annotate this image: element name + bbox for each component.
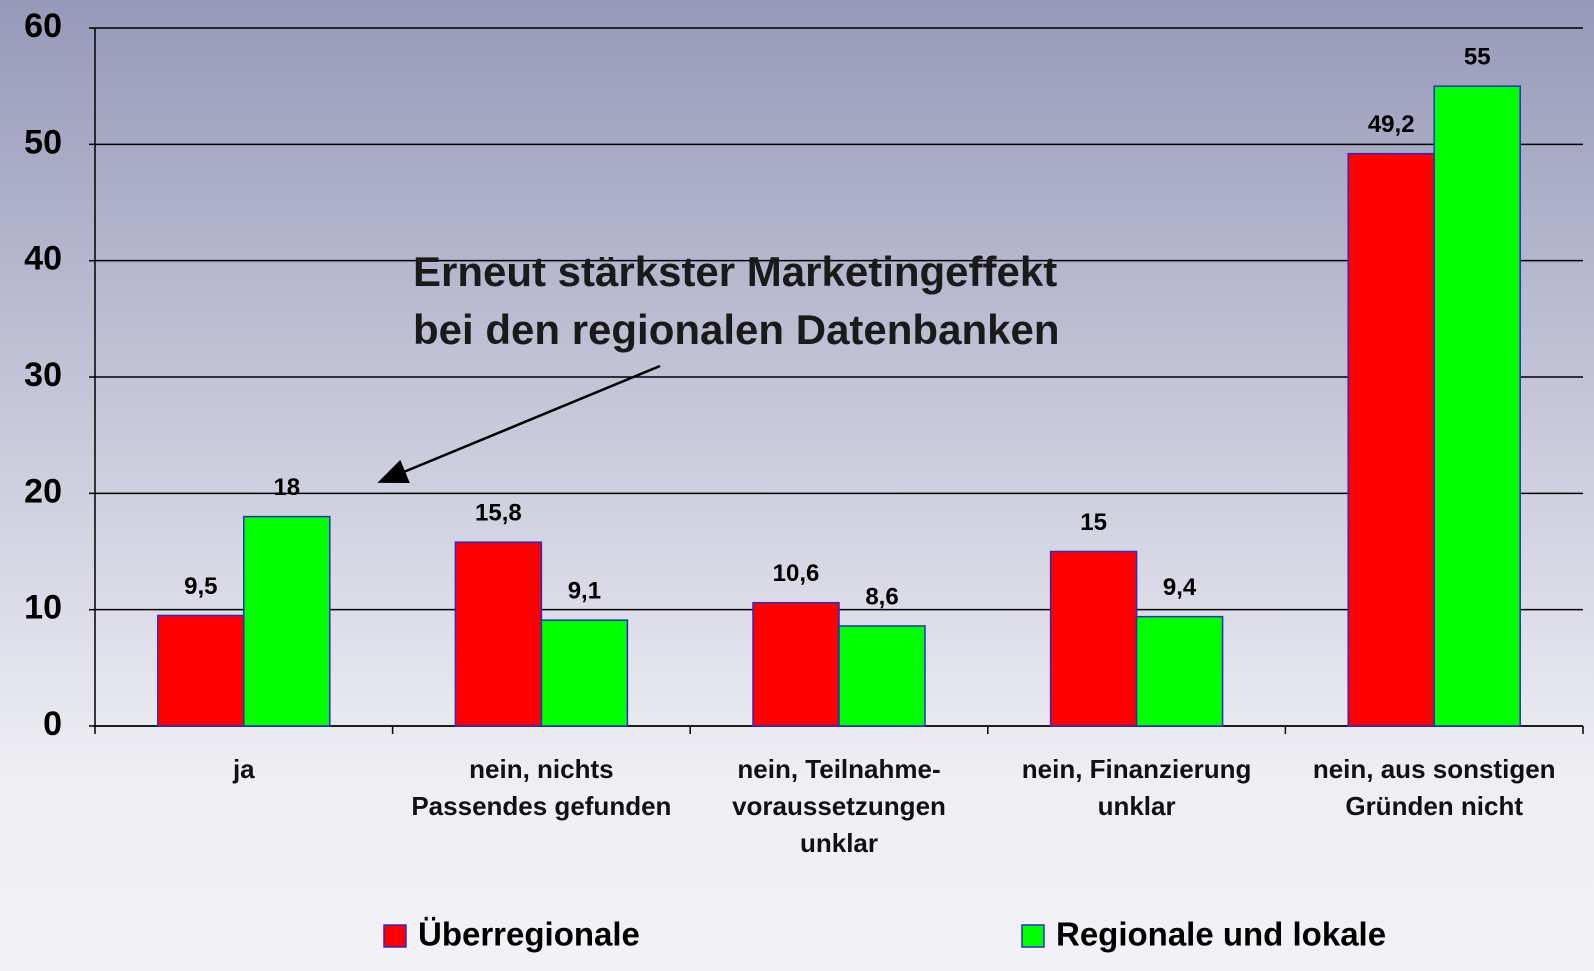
bar: [157, 614, 245, 727]
bar: [1433, 85, 1521, 727]
x-tick-label: nein, Teilnahme- voraussetzungen unklar: [732, 754, 946, 858]
value-label: 9,4: [1163, 574, 1197, 601]
y-tick-label: 50: [24, 123, 62, 161]
x-tick-label: nein, nichts Passendes gefunden: [411, 754, 672, 821]
bar: [1347, 152, 1435, 727]
value-label: 9,5: [184, 573, 217, 600]
annotation-arrow: [377, 364, 661, 483]
y-tick-label: 60: [24, 7, 62, 45]
legend-label: Regionale und lokale: [1056, 916, 1386, 953]
value-label: 18: [273, 474, 300, 501]
x-tick-label: nein, Finanzierung unklar: [1021, 754, 1252, 821]
value-label: 10,6: [773, 560, 820, 587]
bar: [540, 619, 629, 727]
value-label: 8,6: [865, 583, 898, 610]
value-label: 15,8: [475, 500, 522, 527]
y-tick-label: 40: [24, 240, 62, 278]
legend-swatch: [1021, 924, 1045, 948]
y-tick-label: 30: [24, 356, 62, 394]
y-tick-label: 10: [24, 589, 62, 627]
x-tick-label: nein, aus sonstigen Gründen nicht: [1312, 754, 1556, 821]
annotation: Erneut stärkster Marketingeffekt bei den…: [413, 248, 1060, 353]
value-label: 15: [1080, 509, 1107, 536]
x-tick-label: ja: [232, 754, 255, 784]
value-label: 9,1: [568, 577, 601, 604]
value-label: 49,2: [1368, 111, 1415, 138]
legend-swatch: [383, 924, 407, 948]
bar: [454, 541, 543, 727]
bar: [1135, 615, 1224, 727]
y-tick-label: 0: [43, 705, 62, 743]
bar: [243, 515, 331, 727]
value-label: 55: [1464, 44, 1491, 71]
bar: [752, 601, 840, 727]
bar: [838, 625, 926, 727]
legend-label: Überregionale: [418, 916, 640, 953]
y-tick-label: 20: [24, 472, 62, 510]
bar: [1049, 550, 1138, 727]
